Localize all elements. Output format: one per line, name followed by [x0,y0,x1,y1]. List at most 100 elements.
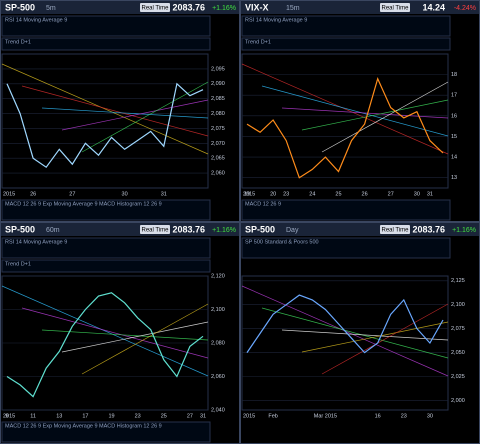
trend-line [301,321,449,353]
x-tick-label: 24 [309,191,315,197]
real-time-label[interactable]: Real Time [141,6,169,12]
y-tick-label: 2,060 [211,374,225,380]
y-tick-label: 2,040 [211,407,225,413]
real-time-button[interactable] [140,225,170,234]
x-tick-label: 27 [388,191,394,197]
y-tick-label: 2,075 [211,126,225,132]
trend-line [41,107,209,119]
trend-line [61,99,209,131]
y-tick-label: 2,125 [451,278,465,284]
y-tick-label: 2,090 [211,81,225,87]
study-label: RSI 14 Moving Average 9 [5,17,67,23]
trend-line [301,99,449,131]
y-tick-label: 2,080 [211,111,225,117]
interval: 5m [46,5,56,12]
header-bar [1,223,239,236]
study-label: Trend D+1 [245,39,271,45]
x-tick-label: 25 [161,413,167,419]
x-tick-label: 27 [187,413,193,419]
price: 2083.76 [172,2,205,12]
y-tick-label: 2,060 [211,171,225,177]
change: -4.24% [454,5,476,12]
header-bar [241,1,479,14]
x-tick-label: 26 [30,191,36,197]
real-time-label[interactable]: Real Time [141,228,169,234]
x-tick-label: 13 [56,413,62,419]
x-tick-label: 11 [30,413,36,419]
year-label: 2015 [3,191,15,197]
change: +1.16% [212,5,236,12]
trend-line [281,329,449,341]
x-tick-label: Feb [268,413,277,419]
symbol: SP-500 [5,2,35,12]
y-tick-label: 18 [451,72,457,78]
trend-line [61,321,209,353]
y-tick-label: 2,085 [211,96,225,102]
study-pane [1,199,211,221]
x-tick-label: 31 [200,413,206,419]
x-tick-label: 16 [375,413,381,419]
interval: Day [286,227,299,234]
price: 2083.76 [172,224,205,234]
trend-line [261,307,449,359]
y-tick-label: 13 [451,175,457,181]
x-tick-label: 9 [5,413,8,419]
real-time-label[interactable]: Real Time [381,228,409,234]
real-time-button[interactable] [140,3,170,12]
y-tick-label: 2,120 [211,273,225,279]
trend-line [21,85,209,137]
y-tick-label: 2,080 [211,340,225,346]
price-line [6,82,204,169]
x-tick-label: 23 [401,413,407,419]
interval: 15m [286,5,300,12]
study-label: MACD 12 26 9 Exp Moving Average 9 MACD H… [5,423,162,429]
price: 14.24 [422,2,445,12]
y-tick-label: 2,025 [451,374,465,380]
study-label: SP 500 Standard & Poors 500 [245,239,319,245]
real-time-label[interactable]: Real Time [381,6,409,12]
study-pane [1,259,211,273]
study-label: RSI 14 Moving Average 9 [5,239,67,245]
real-time-button[interactable] [380,225,410,234]
study-pane [1,15,211,37]
trend-line [81,303,209,375]
x-tick-label: 25 [335,191,341,197]
study-pane [241,199,451,221]
y-tick-label: 15 [451,134,457,140]
y-tick-label: 2,070 [211,141,225,147]
y-tick-label: 17 [451,93,457,99]
x-tick-label: 23 [135,413,141,419]
study-pane [1,37,211,51]
y-tick-label: 2,075 [451,326,465,332]
study-pane [1,237,211,259]
x-tick-label: Mar 2015 [314,413,337,419]
trend-line [21,307,209,359]
price-line [246,294,444,354]
y-tick-label: 2,000 [451,398,465,404]
y-tick-label: 2,050 [451,350,465,356]
trend-line [321,303,449,375]
trend-line [261,85,449,137]
trend-line [281,107,449,119]
change: +1.16% [212,227,236,234]
year-label: 2015 [243,191,255,197]
study-pane [1,421,211,443]
x-tick-label: 31 [427,191,433,197]
symbol: SP-500 [245,224,275,234]
trend-line [1,285,209,377]
real-time-button[interactable] [380,3,410,12]
header-bar [241,223,479,236]
change: +1.16% [452,227,476,234]
price-line [6,292,204,398]
study-label: MACD 12 26 9 [245,201,281,207]
header-bar [1,1,239,14]
x-tick-label: 23 [283,191,289,197]
y-tick-label: 16 [451,113,457,119]
x-tick-label: 27 [69,191,75,197]
symbol: SP-500 [5,224,35,234]
x-tick-label: 19 [244,191,250,197]
y-tick-label: 14 [451,155,457,161]
study-label: RSI 14 Moving Average 9 [245,17,307,23]
x-tick-label: 31 [161,191,167,197]
study-pane [241,237,451,259]
